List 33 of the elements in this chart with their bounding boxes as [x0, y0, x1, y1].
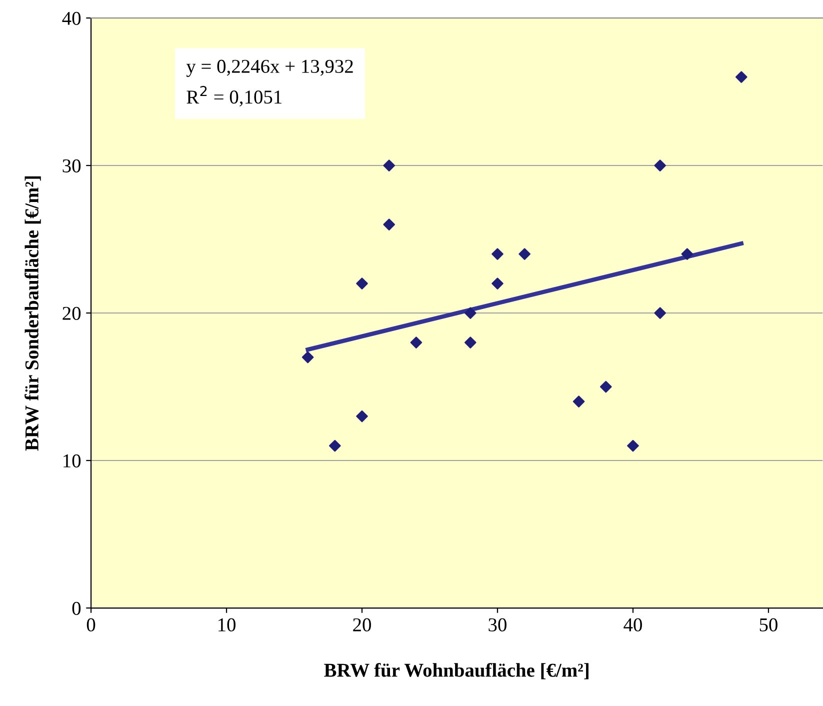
x-tick-label: 40: [624, 618, 642, 632]
point: [464, 336, 476, 348]
point: [492, 278, 504, 290]
x-tick-label: 10: [218, 618, 236, 632]
point: [410, 336, 422, 348]
point: [329, 440, 341, 452]
x-tick-label: 20: [353, 618, 371, 632]
y-axis-title: BRW für Sonderbaufläche [€/m²]: [24, 176, 41, 451]
point: [383, 160, 395, 172]
point: [356, 410, 368, 422]
x-axis-title: BRW für Wohnbaufläche [€/m²]: [324, 662, 588, 680]
point: [356, 278, 368, 290]
annotation: y = 0,2246x + 13,932 R$^{2}$ = 0,1051: [186, 60, 353, 106]
point: [627, 440, 639, 452]
point: [654, 307, 666, 319]
y-tick-label: 10: [64, 454, 81, 468]
point: [518, 248, 530, 260]
y-tick-label: 20: [62, 306, 81, 320]
y-tick-label: 0: [72, 602, 81, 615]
point: [572, 396, 585, 408]
y-tick-label: 40: [62, 12, 81, 25]
point: [302, 351, 314, 364]
y-tick-label: 30: [62, 159, 81, 172]
x-tick-label: 50: [760, 618, 778, 632]
point: [492, 248, 504, 260]
point: [654, 160, 666, 172]
x-tick-label: 30: [488, 618, 506, 632]
point: [600, 380, 612, 393]
point: [464, 307, 476, 319]
x-tick-label: 0: [86, 618, 96, 632]
point: [383, 218, 395, 230]
point: [681, 248, 694, 260]
point: [735, 71, 748, 83]
